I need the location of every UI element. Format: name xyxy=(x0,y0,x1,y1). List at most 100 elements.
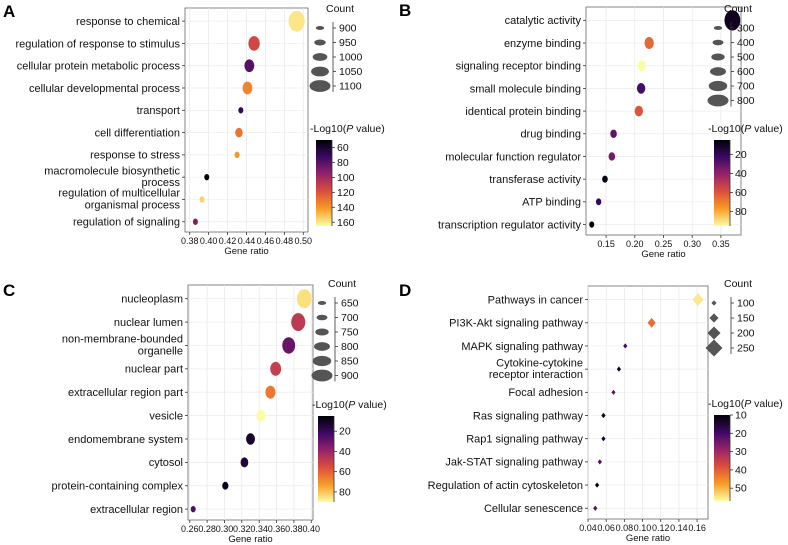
size-legend-label: 850 xyxy=(341,356,359,368)
category-label: molecular function regulator xyxy=(445,151,581,163)
size-legend-label: 900 xyxy=(341,370,359,382)
size-legend-marker xyxy=(316,314,328,321)
x-tick-label: 0.38 xyxy=(285,524,303,534)
data-point xyxy=(595,198,602,206)
x-axis-label: Gene ratio xyxy=(626,533,670,544)
category-label: regulation of signaling xyxy=(73,217,180,229)
panel-label: A xyxy=(3,2,15,21)
size-legend-marker xyxy=(314,39,326,46)
colorbar-tick-label: 140 xyxy=(337,202,355,214)
data-point xyxy=(296,289,312,309)
category-label: transferase activity xyxy=(489,174,581,186)
x-tick-label: 0.26 xyxy=(181,524,199,534)
x-tick-label: 0.16 xyxy=(688,523,706,533)
data-point xyxy=(610,129,617,138)
color-legend-title: -Log10(P value) xyxy=(708,123,783,135)
x-axis-label: Gene ratio xyxy=(641,249,685,260)
data-point xyxy=(204,173,210,181)
data-point xyxy=(724,10,741,31)
panel-d: D Pathways in cancer PI3K-Akt signaling pa… xyxy=(399,278,783,544)
category-label: macromolecule biosynthetic process xyxy=(44,165,180,189)
data-point xyxy=(616,366,622,372)
data-point xyxy=(282,337,296,354)
size-legend-marker xyxy=(711,300,717,306)
x-tick-label: 0.38 xyxy=(181,236,199,246)
data-point xyxy=(637,60,646,72)
x-tick-label: 0.32 xyxy=(233,524,251,534)
category-label: regulation of response to stimulus xyxy=(16,38,181,50)
x-tick-label: 0.30 xyxy=(216,524,234,534)
colorbar-tick-label: 40 xyxy=(339,446,351,458)
category-label: identical protein binding xyxy=(465,106,581,118)
category-label-line: non-membrane-bounded xyxy=(62,334,183,346)
data-point xyxy=(692,293,704,307)
data-point xyxy=(244,59,255,73)
x-tick-label: 0.04 xyxy=(579,523,597,533)
category-label: drug binding xyxy=(520,129,581,141)
size-legend-marker xyxy=(707,94,729,107)
category-label: enzyme binding xyxy=(504,38,581,50)
colorbar-tick-label: 80 xyxy=(735,206,747,218)
size-legend-marker xyxy=(713,26,723,30)
category-label: cellular developmental process xyxy=(29,83,181,95)
x-axis-label: Gene ratio xyxy=(224,246,268,257)
size-legend-marker xyxy=(309,80,331,92)
colorbar xyxy=(318,416,334,502)
data-point xyxy=(222,481,229,490)
category-label-line: macromolecule biosynthetic xyxy=(44,165,180,177)
colorbar-tick-label: 80 xyxy=(337,157,349,169)
category-label: extracellular region xyxy=(90,504,183,516)
size-legend-label: 750 xyxy=(341,327,359,339)
size-legend-label: 500 xyxy=(737,52,755,64)
category-label: PI3K-Akt signaling pathway xyxy=(449,318,583,330)
colorbar-tick-label: 20 xyxy=(735,149,747,161)
size-legend-marker xyxy=(314,342,330,351)
data-point xyxy=(242,81,253,95)
x-tick-label: 0.06 xyxy=(597,523,615,533)
size-legend-label: 100 xyxy=(737,298,755,310)
data-point xyxy=(288,10,305,32)
size-legend-marker xyxy=(317,301,327,305)
category-label: nucleoplasm xyxy=(121,294,183,306)
size-legend-marker xyxy=(709,313,719,323)
data-point xyxy=(644,37,654,50)
size-legend-label: 200 xyxy=(737,328,755,340)
x-tick-label: 0.10 xyxy=(634,523,652,533)
plot-frame xyxy=(587,285,709,520)
colorbar-tick-label: 50 xyxy=(735,483,747,495)
data-point xyxy=(601,436,606,442)
size-legend-label: 650 xyxy=(341,298,359,310)
category-label: Cytokine-cytokine receptor interaction xyxy=(489,357,583,381)
data-point xyxy=(246,433,255,445)
size-legend-marker xyxy=(311,369,333,382)
x-tick-label: 0.20 xyxy=(626,239,644,249)
category-label-line: organelle xyxy=(138,345,183,357)
data-point xyxy=(602,175,608,183)
size-legend-marker xyxy=(707,326,721,340)
category-label: cell differentiation xyxy=(95,127,180,139)
size-legend-marker xyxy=(708,80,728,92)
category-label: Jak-STAT signaling pathway xyxy=(445,457,583,469)
category-label: Focal adhesion xyxy=(508,387,583,399)
x-tick-label: 0.50 xyxy=(295,236,313,246)
data-point xyxy=(238,107,244,114)
x-axis-label: Gene ratio xyxy=(228,534,272,545)
size-legend-label: 1100 xyxy=(339,81,362,93)
colorbar-tick-label: 60 xyxy=(337,142,349,154)
category-label-line: Cytokine-cytokine xyxy=(496,357,583,369)
category-label: catalytic activity xyxy=(505,15,582,27)
category-label: cellular protein metabolic process xyxy=(17,61,181,73)
size-legend-label: 800 xyxy=(341,341,359,353)
category-label-line: organismal process xyxy=(85,199,181,211)
x-tick-label: 0.30 xyxy=(683,239,701,249)
panel-label: B xyxy=(399,1,411,20)
category-label: transcription regulator activity xyxy=(438,219,582,231)
data-point xyxy=(199,196,205,203)
size-legend-label: 1000 xyxy=(339,52,363,64)
x-tick-label: 0.25 xyxy=(655,239,673,249)
data-point xyxy=(597,459,602,465)
data-point xyxy=(265,385,276,399)
category-label: signaling receptor binding xyxy=(456,61,581,73)
